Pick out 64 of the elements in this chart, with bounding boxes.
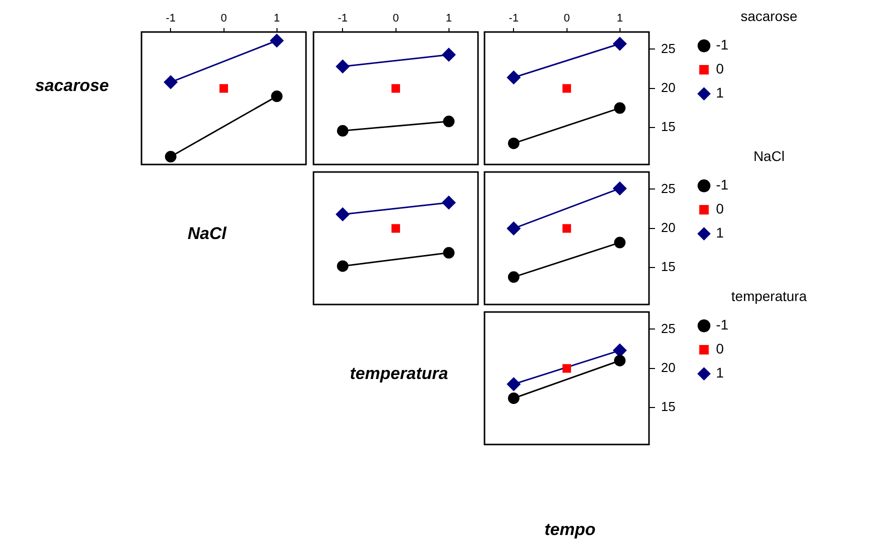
legend-label: -1: [716, 176, 728, 193]
point: [507, 271, 519, 283]
point: [336, 125, 348, 137]
legend-label: 0: [716, 340, 724, 357]
point: [612, 37, 626, 51]
x-tick-label: 0: [220, 12, 226, 24]
point: [612, 182, 626, 196]
point: [506, 222, 520, 236]
point: [164, 150, 176, 162]
y-tick-label: 15: [660, 399, 675, 414]
point: [218, 84, 228, 93]
point: [506, 377, 520, 391]
legend-label: 0: [716, 60, 724, 77]
legend-label: 0: [716, 200, 724, 217]
point: [614, 354, 626, 366]
point: [442, 247, 454, 259]
x-axis-title: tempo: [544, 520, 596, 540]
point: [614, 102, 626, 114]
point: [270, 90, 282, 102]
legend-title: temperatura: [730, 288, 806, 304]
point: [390, 224, 400, 233]
point: [163, 75, 177, 89]
point: [612, 344, 626, 358]
x-tick-label: 1: [273, 12, 280, 24]
legend-title: NaCl: [752, 148, 784, 164]
x-tick-label: 0: [563, 12, 570, 24]
point: [270, 34, 284, 48]
x-axis-title: NaCl: [188, 224, 226, 244]
legend-title: sacarose: [740, 8, 798, 24]
point: [335, 208, 349, 222]
x-tick-label: -1: [508, 12, 518, 24]
x-tick-label: -1: [165, 12, 176, 24]
point: [506, 70, 520, 84]
y-axis-title: sacarose: [35, 76, 109, 96]
x-axis-title: temperatura: [350, 364, 448, 384]
point: [336, 260, 348, 272]
legend-label: -1: [716, 36, 728, 53]
y-tick-label: 25: [660, 320, 675, 336]
x-tick-label: -1: [337, 12, 348, 24]
point: [390, 84, 400, 93]
point: [562, 224, 571, 233]
y-tick-label: 20: [660, 220, 675, 236]
y-tick-label: 20: [660, 80, 675, 96]
y-tick-label: 15: [660, 119, 675, 134]
point: [335, 60, 349, 74]
y-tick-label: 25: [660, 180, 675, 196]
y-tick-label: 25: [660, 40, 675, 56]
x-tick-label: 0: [392, 12, 398, 24]
y-tick-label: 20: [660, 360, 675, 376]
y-tick-label: 15: [660, 259, 675, 274]
x-tick-label: 1: [616, 12, 622, 24]
point: [562, 364, 571, 373]
x-tick-label: 1: [445, 12, 452, 24]
point: [442, 116, 454, 128]
point: [614, 236, 626, 248]
legend-label: 1: [716, 364, 724, 381]
point: [442, 196, 456, 210]
point: [442, 48, 456, 62]
legend-label: 1: [716, 84, 724, 101]
point: [507, 138, 519, 150]
point: [507, 392, 519, 404]
legend-label: 1: [716, 224, 724, 241]
point: [562, 84, 571, 93]
legend-label: -1: [716, 316, 728, 333]
